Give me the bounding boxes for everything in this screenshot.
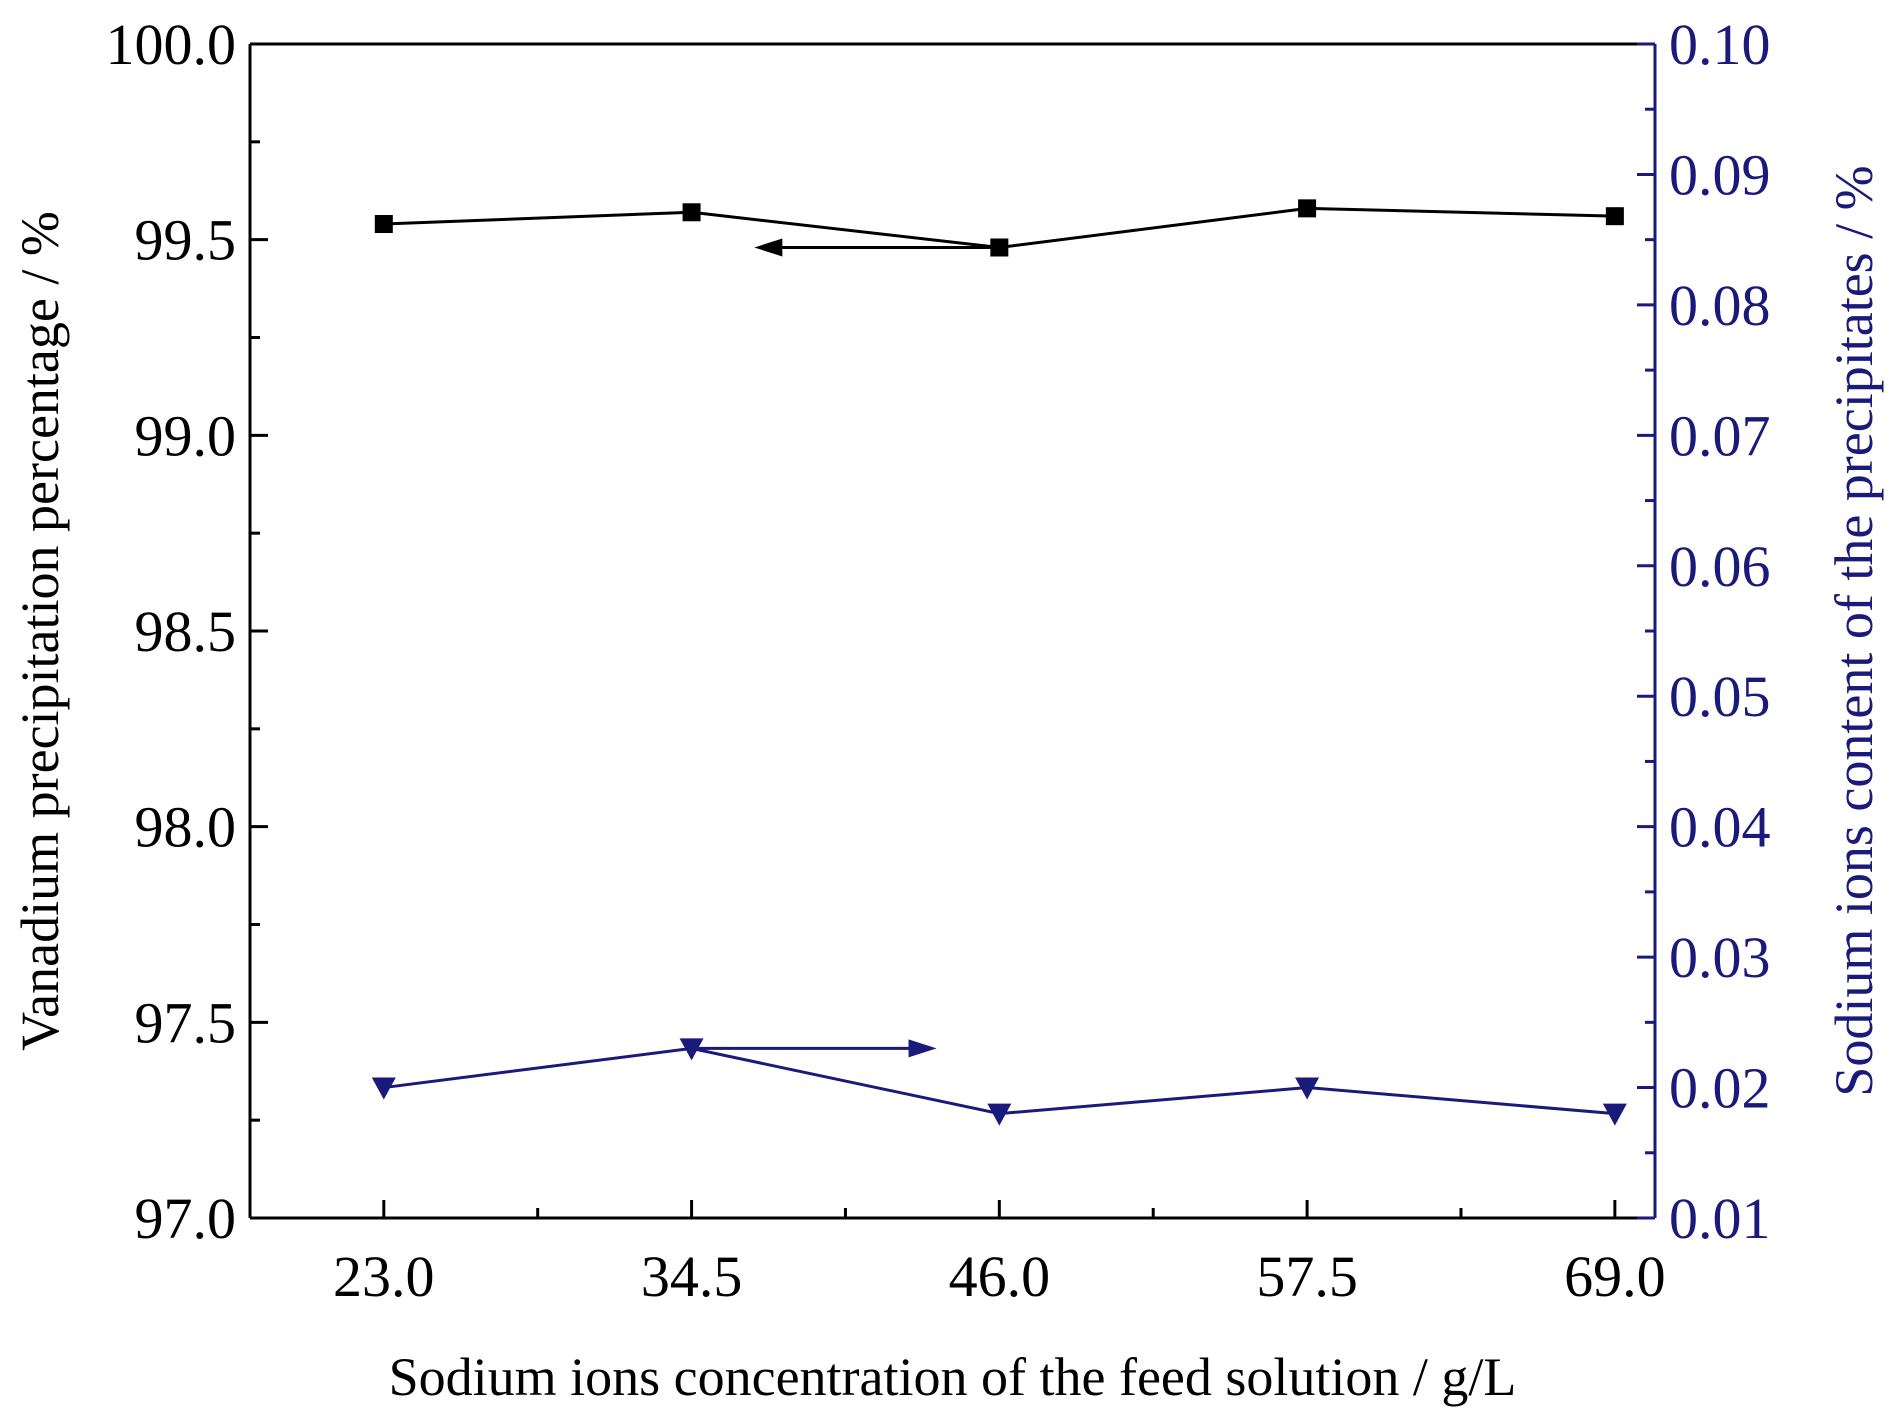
x-axis-title: Sodium ions concentration of the feed so… <box>389 1347 1517 1407</box>
left-tick-label: 99.0 <box>135 403 237 468</box>
sodium-point <box>371 1077 396 1100</box>
x-tick-label: 46.0 <box>949 1244 1051 1309</box>
right-axis-title: Sodium ions content of the precipitates … <box>1824 165 1884 1096</box>
right-tick-label: 0.06 <box>1669 534 1771 599</box>
right-tick-label: 0.09 <box>1669 142 1771 207</box>
right-tick-label: 0.03 <box>1669 925 1771 990</box>
series-layer <box>371 199 1627 1126</box>
sodium-point <box>1602 1103 1627 1126</box>
sodium-point <box>1295 1077 1320 1100</box>
vanadium-point <box>1605 207 1624 226</box>
left-arrow-icon <box>754 238 783 257</box>
axes-layer <box>228 42 1657 1220</box>
vanadium-point <box>374 215 393 234</box>
right-tick-label: 0.04 <box>1669 795 1771 860</box>
right-tick-label: 0.05 <box>1669 664 1771 729</box>
right-tick-label: 0.02 <box>1669 1056 1771 1121</box>
right-tick-label: 0.07 <box>1669 403 1771 468</box>
sodium-point <box>987 1103 1012 1126</box>
left-tick-label: 97.0 <box>135 1186 237 1251</box>
left-tick-label: 100.0 <box>106 12 237 77</box>
x-tick-label: 57.5 <box>1256 1244 1358 1309</box>
left-tick-label: 98.5 <box>135 599 237 664</box>
right-tick-label: 0.10 <box>1669 12 1771 77</box>
right-tick-label: 0.01 <box>1669 1186 1771 1251</box>
left-tick-label: 98.0 <box>135 795 237 860</box>
left-tick-label: 97.5 <box>135 990 237 1055</box>
vanadium-point <box>682 203 701 222</box>
right-tick-label: 0.08 <box>1669 273 1771 338</box>
left-axis-title: Vanadium precipitation percentage / % <box>10 211 70 1051</box>
x-tick-label: 23.0 <box>333 1244 435 1309</box>
vanadium-point <box>1298 199 1317 218</box>
x-tick-label: 34.5 <box>641 1244 743 1309</box>
right-arrow-icon <box>908 1039 937 1058</box>
left-tick-label: 99.5 <box>135 208 237 273</box>
labels-layer: 97.0 97.5 98.0 98.5 99.0 99.5 100.0 0.01 0.02 0.0… <box>10 12 1884 1407</box>
x-tick-label: 69.0 <box>1564 1244 1666 1309</box>
